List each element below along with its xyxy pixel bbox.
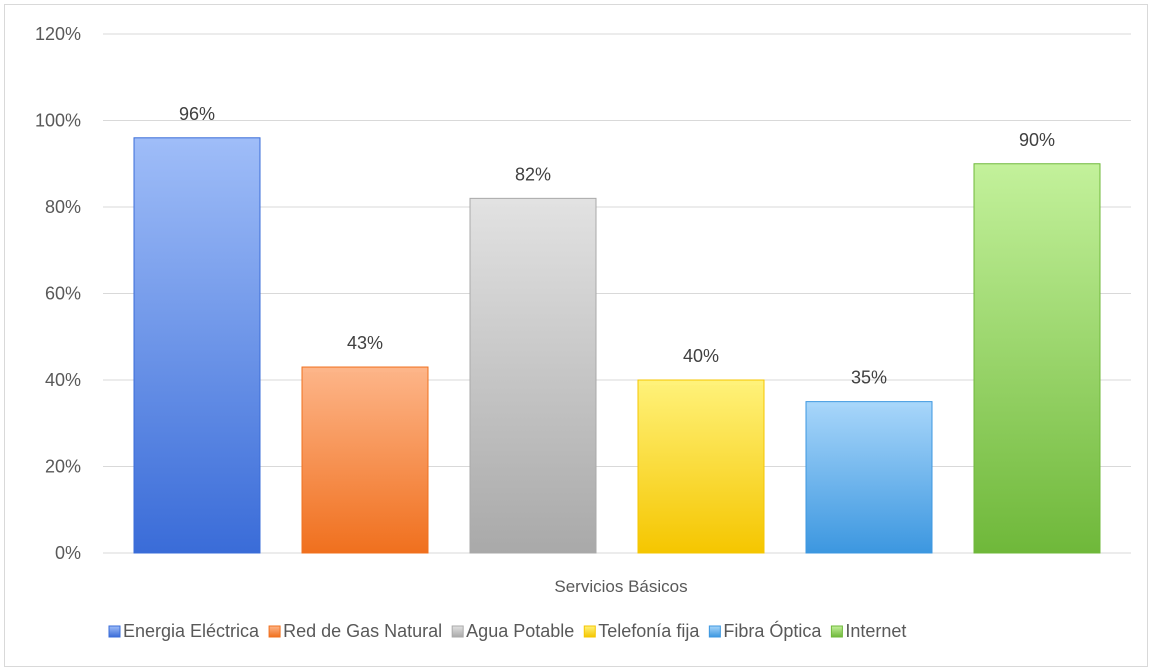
y-tick-label: 20%: [45, 457, 81, 477]
legend-item: Fibra Óptica: [708, 620, 822, 641]
legend-label: Internet: [845, 621, 906, 641]
data-label: 96%: [179, 104, 215, 124]
bar: [805, 401, 933, 554]
legend-item: Internet: [830, 621, 906, 641]
data-label: 82%: [515, 164, 551, 184]
x-axis-title: Servicios Básicos: [554, 577, 687, 596]
legend-swatch: [708, 625, 721, 638]
y-tick-label: 40%: [45, 370, 81, 390]
legend-item: Energia Eléctrica: [108, 621, 260, 641]
legend-swatch: [451, 625, 464, 638]
y-tick-label: 120%: [35, 24, 81, 44]
y-tick-label: 80%: [45, 197, 81, 217]
bar: [637, 379, 765, 554]
y-axis-tick-labels: 0% 20% 40% 60% 80% 100% 120%: [35, 24, 81, 563]
data-label: 35%: [851, 368, 887, 388]
legend-label: Fibra Óptica: [723, 620, 822, 641]
bar-chart: 0% 20% 40% 60% 80% 100% 120% 96% 43% 82% 40% 35% 90…: [35, 24, 1131, 641]
bar-highlight: [975, 164, 1099, 169]
bar-highlight: [135, 138, 259, 143]
legend-label: Energia Eléctrica: [123, 621, 260, 641]
y-tick-label: 100%: [35, 111, 81, 131]
bar-highlight: [303, 368, 427, 373]
legend-swatch: [583, 625, 596, 638]
data-labels: 96% 43% 82% 40% 35% 90%: [179, 104, 1055, 388]
data-label: 90%: [1019, 130, 1055, 150]
legend-swatch: [830, 625, 843, 638]
bars: [133, 137, 1101, 554]
legend-swatch: [108, 625, 121, 638]
data-label: 40%: [683, 346, 719, 366]
legend-swatch: [268, 625, 281, 638]
y-tick-label: 0%: [55, 543, 81, 563]
bar-highlight: [639, 381, 763, 385]
bar: [133, 137, 261, 554]
legend-item: Telefonía fija: [583, 621, 700, 641]
legend-item: Red de Gas Natural: [268, 621, 442, 641]
bar-highlight: [471, 199, 595, 204]
legend: Energia Eléctrica Red de Gas Natural Agua …: [108, 620, 906, 641]
legend-item: Agua Potable: [451, 621, 574, 641]
bar: [469, 197, 597, 554]
data-label: 43%: [347, 333, 383, 353]
gridlines: [103, 33, 1131, 554]
bar: [301, 366, 429, 554]
legend-label: Red de Gas Natural: [283, 621, 442, 641]
legend-label: Telefonía fija: [598, 621, 700, 641]
legend-label: Agua Potable: [466, 621, 574, 641]
y-tick-label: 60%: [45, 284, 81, 304]
bar: [973, 163, 1101, 554]
bar-highlight: [807, 402, 931, 407]
chart-frame: 0% 20% 40% 60% 80% 100% 120% 96% 43% 82% 40% 35% 90…: [4, 4, 1148, 667]
